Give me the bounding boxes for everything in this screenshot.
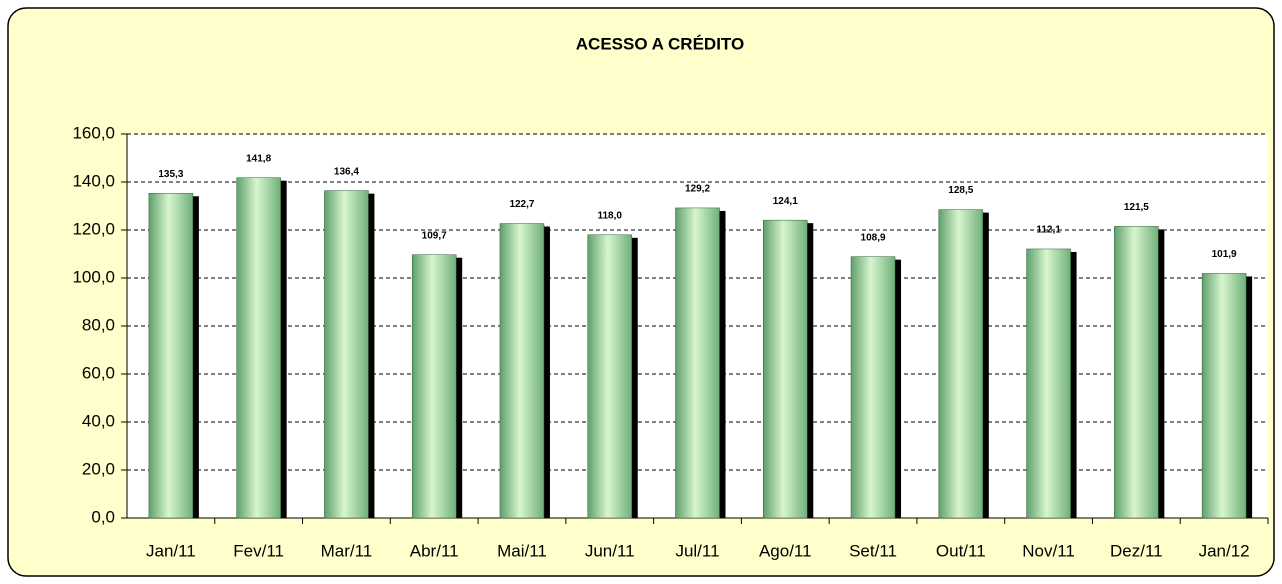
y-tick-label: 0,0 xyxy=(91,507,115,526)
y-tick-label: 80,0 xyxy=(82,315,115,334)
x-tick-label: Fev/11 xyxy=(233,541,284,560)
bar xyxy=(1026,248,1071,519)
bar xyxy=(236,177,281,519)
bar xyxy=(411,254,457,519)
value-label: 109,7 xyxy=(422,230,447,241)
bar xyxy=(763,219,808,519)
value-label: 141,8 xyxy=(246,153,271,164)
value-label: 136,4 xyxy=(334,166,359,177)
x-tick-label: Jun/11 xyxy=(585,541,635,560)
x-tick-label: Jan/11 xyxy=(146,541,196,560)
value-label: 122,7 xyxy=(509,199,534,210)
value-label: 124,1 xyxy=(773,196,798,207)
y-tick-label: 160,0 xyxy=(72,123,115,142)
bar xyxy=(324,190,369,519)
chart-title: ACESSO A CRÉDITO xyxy=(576,34,744,53)
value-label: 108,9 xyxy=(861,232,886,243)
x-tick-label: Set/11 xyxy=(849,541,897,560)
y-tick-label: 140,0 xyxy=(72,171,115,190)
value-label: 121,5 xyxy=(1124,202,1149,213)
y-tick-label: 20,0 xyxy=(82,459,115,478)
x-tick-label: Abr/11 xyxy=(410,541,459,560)
y-tick-label: 100,0 xyxy=(72,267,115,286)
x-tick-label: Out/11 xyxy=(936,541,986,560)
x-tick-label: Nov/11 xyxy=(1022,541,1075,560)
bar xyxy=(1114,226,1159,519)
x-tick-label: Dez/11 xyxy=(1110,541,1163,560)
y-tick-label: 40,0 xyxy=(82,411,115,430)
value-label: 101,9 xyxy=(1212,249,1237,260)
x-tick-label: Mai/11 xyxy=(497,541,547,560)
value-label: 135,3 xyxy=(158,169,183,180)
bar xyxy=(675,207,720,519)
bar xyxy=(499,223,545,519)
bar xyxy=(587,234,632,519)
value-label: 129,2 xyxy=(685,184,710,195)
x-tick-label: Jul/11 xyxy=(675,541,719,560)
bar xyxy=(148,193,194,519)
y-tick-label: 60,0 xyxy=(82,363,115,382)
x-tick-label: Ago/11 xyxy=(759,541,812,560)
bar xyxy=(938,209,984,519)
x-tick-label: Jan/12 xyxy=(1199,541,1250,560)
bar xyxy=(1201,273,1247,519)
x-tick-label: Mar/11 xyxy=(321,541,373,560)
bar xyxy=(850,256,896,519)
value-label: 128,5 xyxy=(948,185,973,196)
value-label: 118,0 xyxy=(597,210,622,221)
value-label: 112,1 xyxy=(1036,225,1061,236)
y-tick-label: 120,0 xyxy=(72,219,115,238)
